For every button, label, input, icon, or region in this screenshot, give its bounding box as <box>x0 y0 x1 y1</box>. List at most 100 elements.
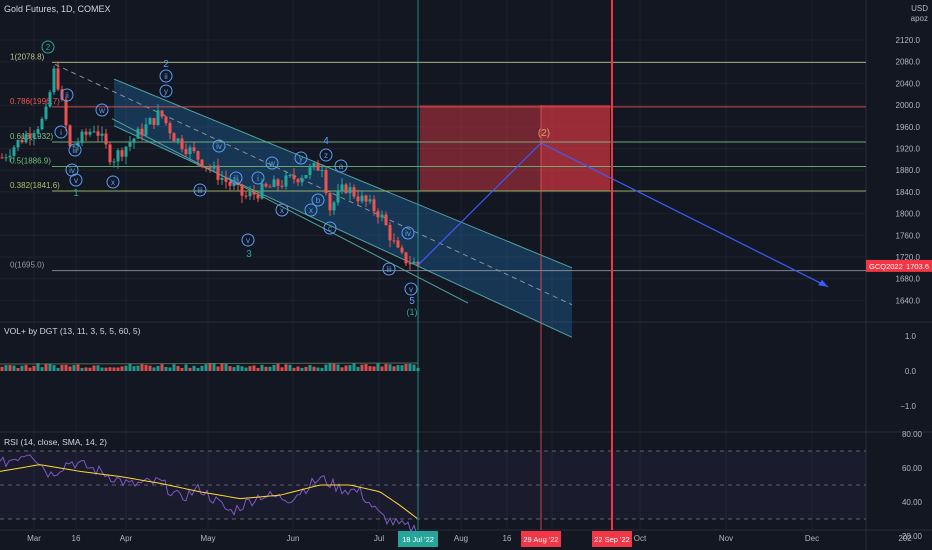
time-badge: 29 Aug '22 <box>523 535 558 544</box>
price-tick: 1720.0 <box>896 253 921 262</box>
volume-bar <box>168 367 172 371</box>
candle-body <box>336 191 340 203</box>
candle-body <box>300 178 304 183</box>
volume-bar <box>160 364 164 371</box>
fib-label: 0.382(1841.6) <box>10 181 60 190</box>
price-tick: 1960.0 <box>896 123 921 132</box>
volume-tick: 0.0 <box>905 367 917 376</box>
candle <box>88 128 92 137</box>
target-zone-inner <box>541 105 610 191</box>
candle <box>404 252 408 266</box>
candle <box>172 132 176 142</box>
candle <box>168 120 172 140</box>
volume-bar <box>132 366 136 371</box>
candle <box>108 141 112 165</box>
volume-bar <box>76 364 80 371</box>
candle-body <box>32 133 36 139</box>
candle-body <box>104 133 108 145</box>
wave-label: 5 <box>409 296 415 307</box>
candle <box>352 184 356 200</box>
volume-bar <box>332 363 336 371</box>
candle <box>256 191 260 203</box>
volume-pane <box>0 362 420 371</box>
candle-body <box>376 211 380 218</box>
candle-body <box>252 191 256 195</box>
candle <box>344 182 348 195</box>
wave-circle <box>106 175 120 189</box>
wave-circle <box>294 151 308 165</box>
wave-circle <box>41 40 55 54</box>
candle-body <box>192 147 196 152</box>
candle-body <box>224 177 228 182</box>
candle <box>224 170 228 189</box>
candle-body <box>128 142 132 147</box>
candle <box>84 128 88 142</box>
grid-lines <box>0 0 866 530</box>
candle-body <box>156 110 160 125</box>
candle-body <box>400 247 404 253</box>
volume-bar <box>324 364 328 371</box>
rsi-sma-line <box>0 464 418 519</box>
wave-label: iv <box>69 166 75 175</box>
volume-bar <box>396 365 400 371</box>
wave-label: v <box>246 236 250 245</box>
volume-bar <box>256 367 260 371</box>
price-badge-symbol: GCQ2022 <box>869 262 903 271</box>
candle-body <box>20 140 24 143</box>
candle-body <box>308 167 312 176</box>
candle <box>328 191 332 216</box>
volume-bar <box>40 367 44 371</box>
candle-body <box>320 170 324 172</box>
volume-bar <box>244 367 248 371</box>
candle <box>356 189 360 207</box>
wave-label: y <box>299 154 303 163</box>
axes: 2120.02080.02040.02000.01960.01920.01880… <box>27 36 932 547</box>
volume-bar <box>280 367 284 371</box>
candle-body <box>280 185 284 187</box>
candle-body <box>144 124 148 136</box>
volume-bar <box>392 366 396 371</box>
candle <box>116 148 120 169</box>
volume-indicator-title[interactable]: VOL+ by DGT (13, 11, 3, 5, 5, 60, 5) <box>4 326 141 336</box>
fib-levels: 1(2078.8) 0.786(1996.7) 0.618(1932) 0.5(188… <box>10 52 866 272</box>
candle <box>164 116 168 126</box>
candle-body <box>216 165 220 180</box>
candle <box>316 160 320 171</box>
candle <box>184 143 188 158</box>
volume-bar <box>248 366 252 371</box>
wave-circle <box>68 143 82 157</box>
candle <box>368 194 372 205</box>
time-tick: 16 <box>503 534 512 543</box>
currency-label: USD apoz <box>911 4 928 24</box>
candle-body <box>8 155 12 158</box>
candle-body <box>396 240 400 248</box>
time-tick: 202 <box>898 534 912 543</box>
candle-body <box>48 92 52 107</box>
channel-fill <box>114 79 572 338</box>
volume-bar <box>64 364 68 371</box>
volume-bar <box>196 367 200 371</box>
wave-circle <box>404 282 418 296</box>
wave-label: 4 <box>323 136 329 147</box>
candle-body <box>152 118 156 125</box>
rsi-indicator-title[interactable]: RSI (14, close, SMA, 14, 2) <box>4 437 107 447</box>
candle-body <box>408 263 412 265</box>
wave-label: y <box>164 87 168 96</box>
candle <box>52 65 56 95</box>
time-tick: 16 <box>72 534 81 543</box>
candle <box>0 153 4 159</box>
volume-bar <box>192 365 196 371</box>
time-tick: Jul <box>374 534 384 543</box>
volume-bar <box>28 367 32 371</box>
volume-bar <box>180 367 184 371</box>
candle-body <box>148 118 152 125</box>
volume-bar <box>120 366 124 371</box>
volume-bar <box>8 365 12 371</box>
price-tick: 2080.0 <box>896 58 921 67</box>
wave-label: ii <box>65 91 69 100</box>
candle-body <box>364 195 368 202</box>
candle-body <box>328 193 332 211</box>
volume-bar <box>100 367 104 371</box>
wave-circle <box>251 171 265 185</box>
